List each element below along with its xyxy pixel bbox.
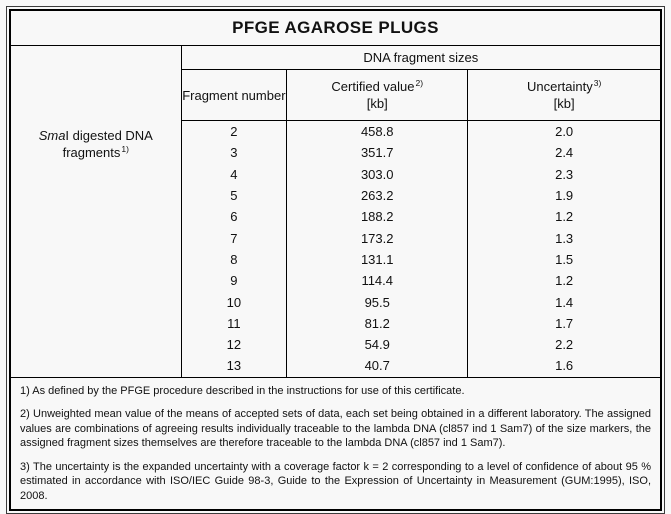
row-group-label: SmaI digested DNA fragments1) bbox=[11, 127, 181, 161]
footnote-3: 3) The uncertainty is the expanded uncer… bbox=[20, 460, 651, 502]
footnote-ref-3: 3) bbox=[593, 77, 602, 88]
group-header-row: SmaI digested DNA fragments1) DNA fragme… bbox=[10, 45, 661, 378]
certified-value: 95.5 bbox=[286, 291, 469, 313]
col-header-certified-value-unit: [kb] bbox=[366, 96, 388, 111]
footnote-1: 1) As defined by the PFGE procedure desc… bbox=[20, 384, 465, 397]
certified-value: 81.2 bbox=[286, 312, 469, 334]
certified-value: 114.4 bbox=[286, 270, 469, 292]
col-header-fragment-number-label: Fragment number bbox=[182, 87, 286, 103]
fragment-number: 11 bbox=[181, 312, 288, 334]
table-row: 3 351.7 2.4 bbox=[10, 142, 661, 164]
fragment-number: 7 bbox=[181, 227, 288, 249]
uncertainty-value: 1.9 bbox=[555, 188, 574, 204]
certified-value: 54.9 bbox=[286, 333, 469, 356]
col-header-uncertainty: Uncertainty3) [kb] bbox=[467, 69, 661, 121]
table-row: 4 303.0 2.3 bbox=[10, 163, 661, 185]
table-row: 2 458.8 2.0 bbox=[10, 120, 661, 143]
uncertainty-value: 1.7 bbox=[555, 315, 574, 331]
certified-value: 263.2 bbox=[286, 184, 469, 207]
uncertainty-value: 2.0 bbox=[555, 124, 574, 140]
uncertainty-value: 2.4 bbox=[555, 145, 574, 161]
col-header-fragment-number: Fragment number bbox=[181, 69, 288, 121]
footnote-ref-2: 2) bbox=[415, 77, 424, 88]
group-header: DNA fragment sizes bbox=[181, 45, 661, 70]
certificate-outer-frame: PFGE AGAROSE PLUGS SmaI digested DNA fra… bbox=[6, 6, 665, 514]
table-row: 13 40.7 1.6 bbox=[10, 355, 661, 378]
certified-value: 173.2 bbox=[286, 227, 469, 249]
row-group-label-cell: SmaI digested DNA fragments1) bbox=[10, 45, 182, 378]
certified-value: 303.0 bbox=[286, 163, 469, 185]
fragment-number: 4 bbox=[181, 163, 288, 185]
fragment-number: 6 bbox=[181, 206, 288, 228]
table-row: 11 81.2 1.7 bbox=[10, 312, 661, 334]
uncertainty-value: 1.2 bbox=[555, 273, 574, 289]
fragment-number: 10 bbox=[181, 291, 288, 313]
fragment-number: 2 bbox=[181, 120, 288, 143]
fragment-number: 5 bbox=[181, 184, 288, 207]
footnotes-row: 1) As defined by the PFGE procedure desc… bbox=[10, 376, 661, 511]
table-row: 10 95.5 1.4 bbox=[10, 291, 661, 313]
uncertainty-value: 2.2 bbox=[555, 337, 574, 353]
enzyme-name-rest: I digested DNA bbox=[65, 128, 153, 143]
table-row: 7 173.2 1.3 bbox=[10, 227, 661, 249]
table-row: 6 188.2 1.2 bbox=[10, 206, 661, 228]
table-row: 5 263.2 1.9 bbox=[10, 184, 661, 207]
certified-value: 351.7 bbox=[286, 142, 469, 164]
enzyme-name-italic: Sma bbox=[38, 128, 66, 143]
table-row: 9 114.4 1.2 bbox=[10, 270, 661, 292]
col-header-uncertainty-label: Uncertainty bbox=[526, 79, 593, 94]
fragment-number: 9 bbox=[181, 270, 288, 292]
footnote-2: 2) Unweighted mean value of the means of… bbox=[20, 408, 651, 450]
pfge-agarose-plugs-table: PFGE AGAROSE PLUGS SmaI digested DNA fra… bbox=[9, 9, 662, 512]
page-title: PFGE AGAROSE PLUGS bbox=[10, 10, 661, 46]
table-row: 8 131.1 1.5 bbox=[10, 248, 661, 271]
col-header-certified-value: Certified value2) [kb] bbox=[286, 69, 469, 121]
certified-value: 131.1 bbox=[286, 248, 469, 271]
uncertainty-value: 1.5 bbox=[555, 251, 574, 267]
uncertainty-value: 1.2 bbox=[555, 209, 574, 225]
fragment-number: 12 bbox=[181, 333, 288, 356]
uncertainty-value: 2.3 bbox=[555, 166, 574, 182]
col-header-certified-value-label: Certified value bbox=[331, 79, 415, 94]
column-header-row: Fragment number Certified value2) [kb] Un… bbox=[10, 69, 661, 121]
table-row: 12 54.9 2.2 bbox=[10, 333, 661, 356]
uncertainty-value: 1.4 bbox=[555, 294, 574, 310]
fragment-number: 8 bbox=[181, 248, 288, 271]
row-group-label-line2: fragments bbox=[62, 145, 121, 160]
certified-value: 188.2 bbox=[286, 206, 469, 228]
col-header-uncertainty-unit: [kb] bbox=[553, 96, 575, 111]
footnotes-section: 1) As defined by the PFGE procedure desc… bbox=[10, 376, 661, 511]
enzyme-name: SmaI digested DNA bbox=[39, 128, 153, 143]
uncertainty-value: 1.3 bbox=[555, 230, 574, 246]
certified-value: 458.8 bbox=[286, 120, 469, 143]
footnote-ref-1: 1) bbox=[121, 143, 129, 154]
fragment-number: 3 bbox=[181, 142, 288, 164]
title-row: PFGE AGAROSE PLUGS bbox=[10, 10, 661, 46]
fragment-number: 13 bbox=[181, 355, 288, 378]
certified-value: 40.7 bbox=[286, 355, 469, 378]
uncertainty-value: 1.6 bbox=[555, 358, 574, 374]
